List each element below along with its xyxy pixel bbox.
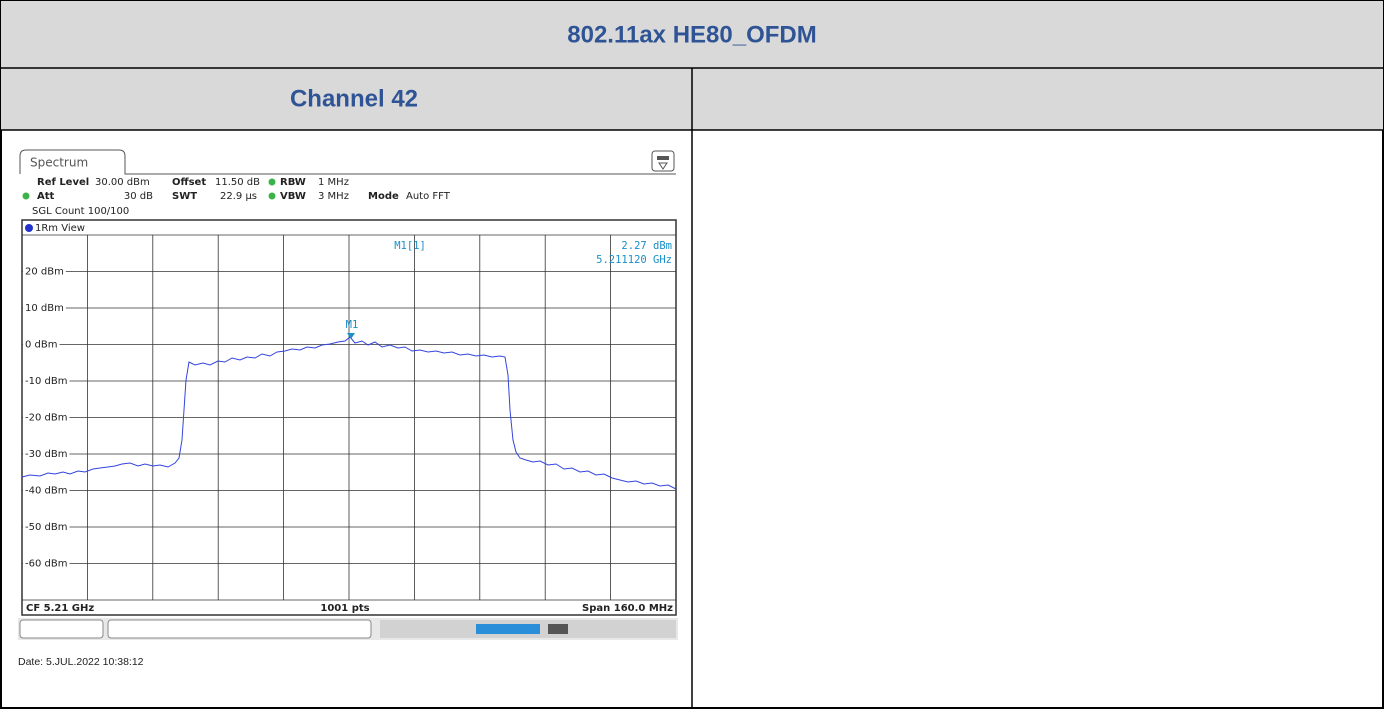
status-box [19, 619, 104, 639]
label: Offset [172, 177, 206, 188]
value: 11.50 dB [215, 177, 260, 188]
y-axis-label: 20 dBm [25, 267, 64, 278]
value: 30.00 dBm [95, 177, 150, 188]
label-bg [23, 302, 66, 314]
marker-tag: M1 [346, 319, 359, 331]
progress-bar [476, 624, 540, 634]
marker-level: 2.27 dBm [621, 240, 672, 252]
label-bg [23, 484, 70, 497]
spectrum-screenshot: Spectrum Ref Level 30.00 dBm Offset 11.5… [18, 148, 678, 640]
value: 30 dB [124, 191, 153, 202]
span: Span 160.0 MHz [582, 603, 673, 614]
value: 22.9 µs [220, 191, 257, 202]
menu-icon-bar [657, 156, 669, 160]
label-bg [23, 448, 70, 460]
y-axis-label: -50 dBm [25, 522, 67, 533]
trace [21, 336, 677, 490]
y-axis-label: -20 dBm [25, 413, 67, 424]
trace-indicator [25, 224, 33, 232]
y-axis-label: 10 dBm [25, 303, 64, 314]
title: 802.11ax HE80_OFDM [567, 21, 816, 48]
y-axis-label: -60 dBm [25, 559, 67, 570]
channel: Channel 42 [290, 85, 418, 112]
label-bg [23, 265, 66, 278]
tab-label: Spectrum [30, 156, 88, 170]
y-axis-label: -10 dBm [25, 376, 67, 387]
label: VBW [280, 191, 306, 202]
y-axis-label: -30 dBm [25, 449, 67, 460]
menu-icon [651, 150, 675, 172]
sgl-count: SGL Count 100/100 [32, 206, 129, 217]
label-bg [23, 557, 70, 570]
status-icon [548, 624, 568, 634]
indicator [268, 192, 276, 200]
value: 1 MHz [318, 177, 349, 188]
sweep-points: 1001 pts [320, 603, 369, 614]
label: Mode [368, 191, 399, 202]
marker-name: M1[1] [394, 240, 426, 252]
value: 3 MHz [318, 191, 349, 202]
label: RBW [280, 177, 306, 188]
label-bg [23, 375, 70, 387]
date: Date: 5.JUL.2022 10:38:12 [18, 656, 144, 668]
label-bg [23, 338, 60, 351]
status-box [107, 619, 372, 639]
center-frequency: CF 5.21 GHz [26, 603, 94, 614]
marker-frequency: 5.211120 GHz [596, 254, 672, 266]
view-label: 1Rm View [35, 223, 85, 234]
label-bg [23, 411, 70, 424]
title-row [1, 1, 1383, 68]
value: Auto FFT [406, 191, 451, 202]
indicator [268, 178, 276, 186]
grid: 20 dBm 10 dBm 0 dBm -10 dBm -20 dBm -30 dBm -4… [22, 235, 676, 600]
y-axis-label: -40 dBm [25, 486, 67, 497]
marker-symbol [347, 333, 355, 339]
label: Att [37, 191, 55, 202]
menu-icon-arrow [658, 162, 668, 170]
tab [19, 149, 676, 175]
indicator [22, 192, 30, 200]
label-bg [23, 521, 70, 533]
label: SWT [172, 191, 197, 202]
y-axis-label: 0 dBm [25, 340, 58, 351]
label: Ref Level [37, 177, 89, 188]
